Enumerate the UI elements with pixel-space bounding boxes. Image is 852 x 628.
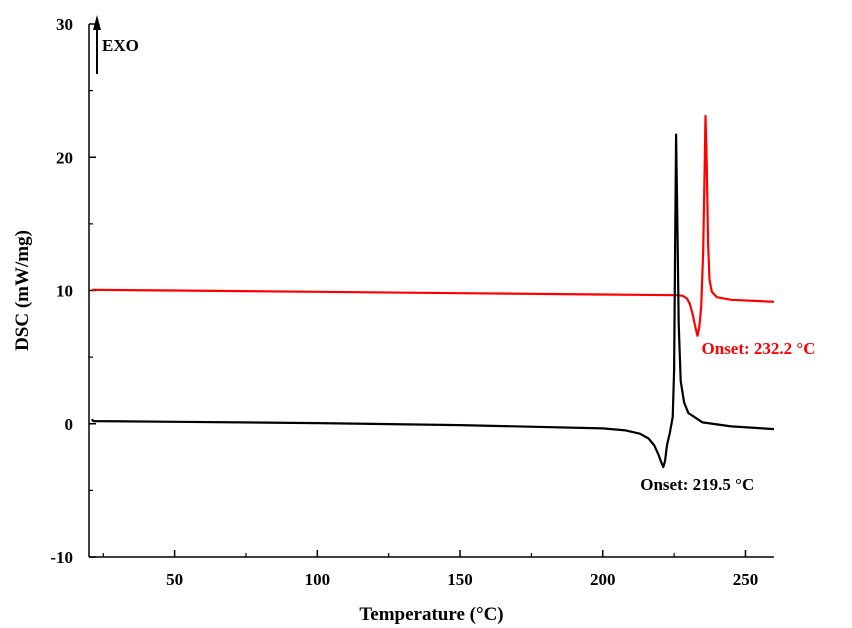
- x-tick-label: 50: [166, 570, 183, 589]
- x-tick-label: 200: [590, 570, 616, 589]
- x-axis-title: Temperature (°C): [359, 604, 503, 625]
- plot-area: Onset: 232.2 °C Onset: 219.5 °C: [90, 114, 816, 494]
- x-tick-label: 250: [733, 570, 759, 589]
- series-line: [90, 133, 775, 469]
- y-tick-label: 30: [56, 15, 73, 34]
- exo-indicator: EXO: [93, 15, 139, 74]
- onset-annotation: Onset: 232.2 °C: [702, 339, 816, 358]
- x-tick-label: 150: [447, 570, 473, 589]
- series-line: [91, 114, 775, 337]
- exo-label: EXO: [102, 36, 139, 55]
- y-tick-label: 10: [56, 282, 73, 301]
- y-axis-title: DSC (mW/mg): [12, 230, 33, 351]
- y-tick-label: -10: [50, 548, 73, 567]
- y-tick-label: 20: [56, 148, 73, 167]
- x-tick-label: 100: [305, 570, 331, 589]
- onset-annotation: Onset: 219.5 °C: [640, 475, 754, 494]
- y-tick-label: 0: [65, 415, 74, 434]
- exo-arrowhead-icon: [93, 15, 101, 30]
- ticks: -10 0 10 20 30 50 100 150 200 250: [50, 15, 758, 589]
